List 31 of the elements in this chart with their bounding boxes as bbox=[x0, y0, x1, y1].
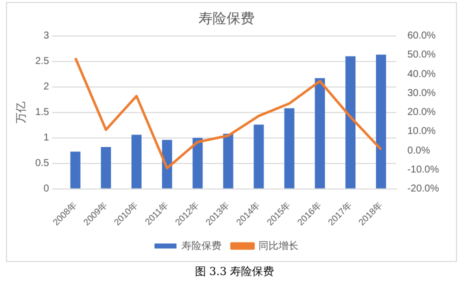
bar bbox=[314, 78, 325, 188]
y-tick-label: 0.5 bbox=[35, 158, 50, 170]
y2-tick-label: -20.0% bbox=[407, 184, 440, 195]
bar bbox=[192, 138, 203, 188]
bar bbox=[254, 124, 264, 188]
caption: 图 3.3 寿险保费 bbox=[194, 264, 276, 279]
bar bbox=[345, 56, 356, 188]
y2-tick-label: -10.0% bbox=[407, 164, 440, 176]
bar bbox=[70, 152, 80, 188]
y-tick-label: 3 bbox=[44, 30, 50, 42]
y2-tick-label: 50.0% bbox=[407, 50, 436, 61]
bar bbox=[223, 134, 234, 188]
bar bbox=[284, 108, 294, 188]
bar bbox=[376, 54, 386, 188]
y2-tick-label: 10.0% bbox=[407, 126, 436, 138]
y-axis-title: 万亿 bbox=[16, 101, 28, 124]
y2-tick-label: 40.0% bbox=[407, 68, 436, 80]
y-tick-label: 2 bbox=[44, 82, 50, 93]
y2-tick-label: 0.0% bbox=[407, 145, 430, 156]
y-tick-label: 2.5 bbox=[35, 56, 50, 68]
y2-tick-label: 20.0% bbox=[407, 107, 436, 118]
y-tick-label: 1 bbox=[44, 132, 50, 144]
bar bbox=[100, 147, 111, 188]
y-tick-label: 1.5 bbox=[35, 107, 50, 118]
legend-label: 寿险保费 bbox=[182, 240, 222, 252]
y2-tick-label: 30.0% bbox=[407, 88, 436, 99]
legend-label: 同比增长 bbox=[258, 240, 298, 252]
y-tick-label: 0 bbox=[44, 184, 50, 195]
bar bbox=[131, 134, 142, 188]
chart-title: 寿险保费 bbox=[198, 11, 254, 28]
y2-tick-label: 60.0% bbox=[407, 30, 436, 42]
